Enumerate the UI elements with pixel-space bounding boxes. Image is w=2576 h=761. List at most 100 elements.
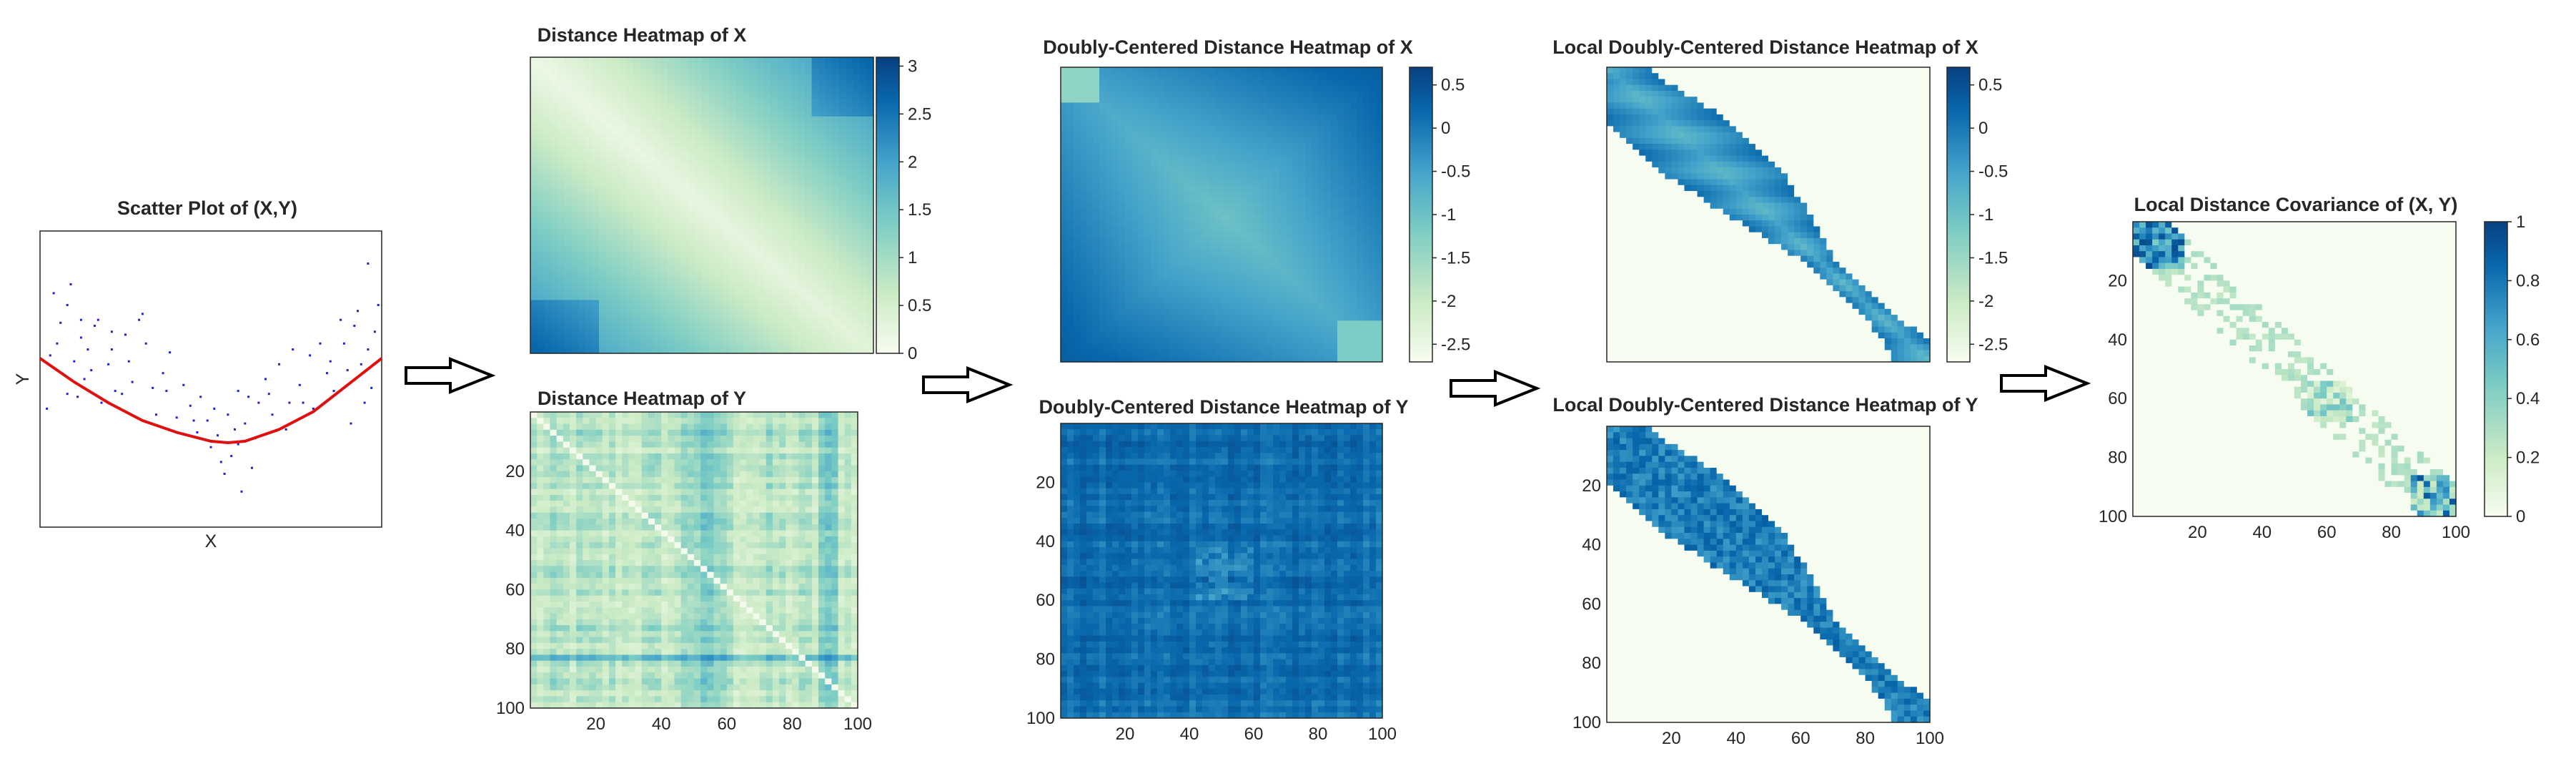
- scatter-point: [363, 401, 366, 404]
- x-tick-label: 80: [783, 715, 802, 734]
- dist-x-colorbar: [876, 57, 900, 354]
- scatter-point: [237, 390, 239, 393]
- dc-x-colorbar: [1409, 67, 1433, 363]
- scatter-point: [244, 422, 247, 425]
- scatter-point: [367, 262, 370, 265]
- scatter-point: [192, 419, 195, 422]
- scatter-point: [124, 333, 127, 336]
- scatter-point: [100, 401, 103, 404]
- scatter-point: [264, 378, 267, 380]
- ldc-y-axis-ticks: 20 20 40 40 60 60 80 80 100 100: [1572, 476, 1944, 748]
- y-tick-label: 20: [1582, 476, 1601, 496]
- colorbar-tick-label: -1: [1978, 205, 1993, 225]
- ldc-x-colorbar: [1946, 67, 1971, 363]
- colorbar-tick-label: 0: [2516, 507, 2525, 526]
- ldc-x-heatmap: [1607, 67, 1931, 363]
- colorbar-tick-label: -2: [1441, 292, 1456, 311]
- scatter-point: [196, 431, 199, 433]
- scatter-point: [219, 461, 222, 463]
- scatter-point: [76, 396, 79, 398]
- colorbar-tick-label: 0.8: [2516, 271, 2540, 290]
- x-tick-label: 100: [1368, 725, 1397, 744]
- scatter-point: [96, 318, 99, 321]
- scatter-point: [217, 434, 219, 437]
- colorbar-tick-label: 0.4: [2516, 389, 2540, 408]
- ldcov-colorbar: [2484, 221, 2508, 517]
- scatter-point: [342, 342, 345, 345]
- x-tick-label: 100: [2442, 523, 2470, 542]
- scatter-point: [86, 348, 89, 351]
- scatter-point: [94, 325, 96, 327]
- x-tick-label: 60: [1791, 729, 1810, 748]
- scatter-point: [114, 390, 117, 393]
- y-tick-label: 40: [1582, 536, 1601, 555]
- colorbar-tick-label: 0: [1978, 119, 1988, 138]
- scatter-point: [121, 393, 124, 396]
- dist-y-axis-ticks: 20 20 40 40 60 60 80 80 100 100: [496, 462, 872, 734]
- x-tick-label: 100: [1916, 729, 1944, 748]
- scatter-point: [182, 383, 185, 386]
- scatter-point: [298, 383, 301, 386]
- scatter-point: [152, 386, 154, 389]
- y-tick-label: 60: [1582, 594, 1601, 614]
- y-tick-label: 100: [1572, 713, 1601, 732]
- scatter-point: [56, 342, 59, 345]
- scatter-point: [169, 351, 172, 354]
- y-tick-label: 20: [2108, 271, 2127, 290]
- arrow-4: [2000, 365, 2091, 402]
- scatter-point: [131, 380, 134, 383]
- scatter-point: [240, 490, 243, 493]
- x-tick-label: 80: [2382, 523, 2401, 542]
- colorbar-tick-label: 1: [2516, 212, 2525, 232]
- dc-y-panel: Doubly-Centered Distance Heatmap of Y 20…: [1026, 396, 1409, 744]
- scatter-point: [329, 360, 332, 363]
- scatter-point: [110, 348, 113, 351]
- scatter-point: [144, 342, 147, 345]
- scatter-point: [319, 342, 322, 345]
- scatter-point: [353, 325, 356, 327]
- colorbar-tick-label: -2.5: [1441, 335, 1470, 354]
- scatter-point: [332, 390, 335, 393]
- colorbar-tick-label: -2.5: [1978, 335, 2008, 354]
- ldcov-title: Local Distance Covariance of (X, Y): [2134, 194, 2458, 215]
- dc-x-panel: Doubly-Centered Distance Heatmap of X -2…: [1043, 36, 1470, 363]
- scatter-point: [257, 401, 260, 404]
- scatter-point: [127, 360, 130, 363]
- scatter-point: [110, 330, 113, 333]
- scatter-point: [247, 396, 250, 398]
- scatter-point: [284, 428, 287, 431]
- y-tick-label: 80: [505, 639, 525, 659]
- scatter-point: [69, 283, 72, 285]
- dc-y-axis-ticks: 20 20 40 40 60 60 80 80 100 100: [1026, 473, 1397, 744]
- scatter-point: [141, 313, 144, 315]
- y-tick-label: 100: [1026, 709, 1055, 728]
- dist-y-heatmap: [530, 412, 858, 709]
- x-tick-label: 60: [2317, 523, 2337, 542]
- scatter-point: [79, 336, 82, 339]
- colorbar-tick-label: 1: [908, 248, 917, 267]
- ldcov-panel: Local Distance Covariance of (X, Y) 0 0.2…: [2099, 194, 2540, 542]
- scatter-point: [175, 416, 178, 419]
- scatter-point: [230, 455, 233, 458]
- ldcov-heatmap: [2133, 222, 2457, 517]
- scatter-point: [278, 363, 281, 365]
- x-tick-label: 40: [1180, 725, 1199, 744]
- scatter-point: [227, 413, 229, 416]
- scatter-point: [223, 473, 226, 475]
- x-tick-label: 40: [1726, 729, 1745, 748]
- scatter-point: [59, 321, 62, 324]
- y-tick-label: 40: [1036, 532, 1055, 551]
- scatter-point: [49, 354, 51, 357]
- y-tick-label: 40: [2108, 330, 2127, 350]
- arrow-3: [1450, 370, 1541, 407]
- ldc-x-title: Local Doubly-Centered Distance Heatmap o…: [1552, 36, 1978, 58]
- scatter-point: [66, 304, 69, 306]
- scatter-point: [357, 310, 359, 313]
- dist-x-title: Distance Heatmap of X: [538, 24, 747, 46]
- ldc-x-panel: Local Doubly-Centered Distance Heatmap o…: [1552, 36, 2008, 363]
- y-tick-label: 100: [496, 699, 525, 718]
- colorbar-tick-label: 0.5: [1978, 76, 2002, 95]
- scatter-point: [46, 407, 49, 410]
- scatter-point: [346, 369, 349, 372]
